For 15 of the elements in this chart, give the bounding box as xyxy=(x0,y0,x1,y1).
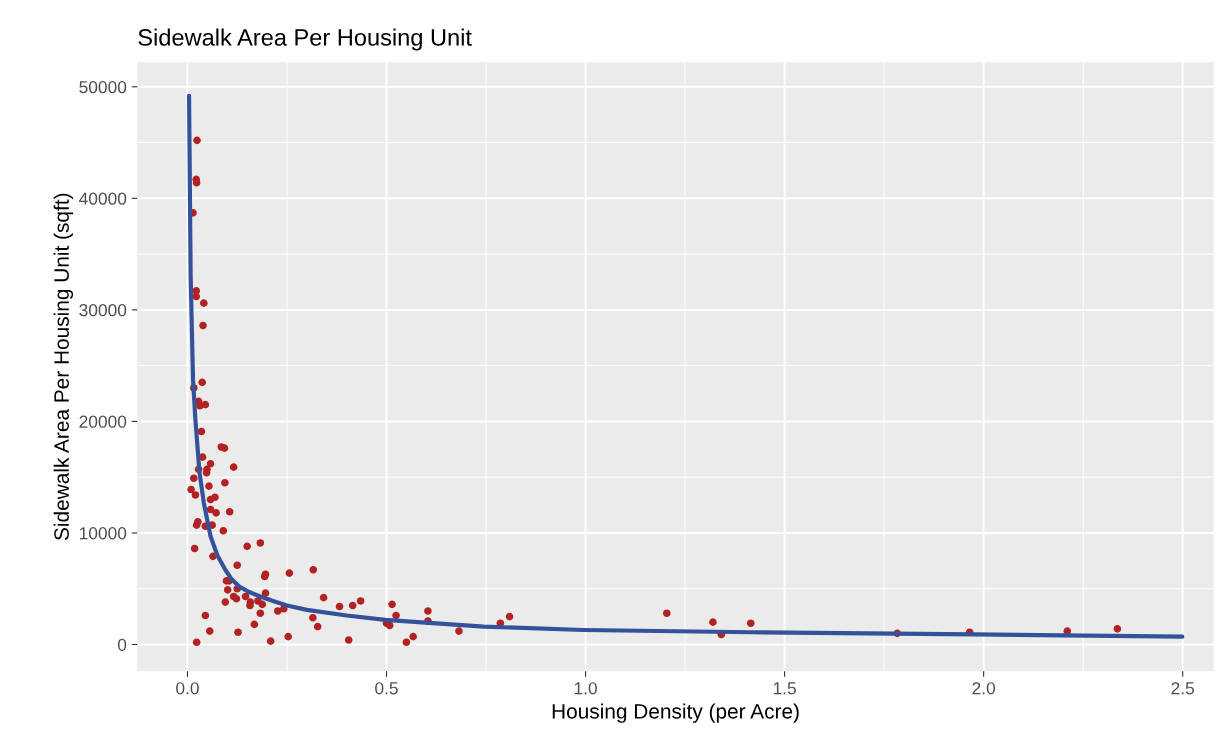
x-tick-label: 0.0 xyxy=(176,682,199,695)
x-tick-label: 2.0 xyxy=(972,682,996,695)
y-tick-label: 50000 xyxy=(79,80,127,94)
x-tick-label: 1.0 xyxy=(574,682,597,695)
x-axis-title: Housing Density (per Acre) xyxy=(552,703,799,723)
y-tick-label: 30000 xyxy=(79,304,127,317)
y-tick-label: 0 xyxy=(117,638,127,651)
x-tick-label: 0.5 xyxy=(375,682,398,695)
y-axis-title: Sidewalk Area Per Housing Unit (sqft) xyxy=(53,193,74,541)
y-tick-label: 40000 xyxy=(79,192,127,205)
x-tick-label: 2.5 xyxy=(1171,682,1195,695)
x-tick-label: 1.5 xyxy=(773,682,796,695)
chart-title: Sidewalk Area Per Housing Unit xyxy=(138,28,472,51)
y-tick-label: 10000 xyxy=(79,527,127,540)
y-tick-label: 20000 xyxy=(79,415,127,428)
